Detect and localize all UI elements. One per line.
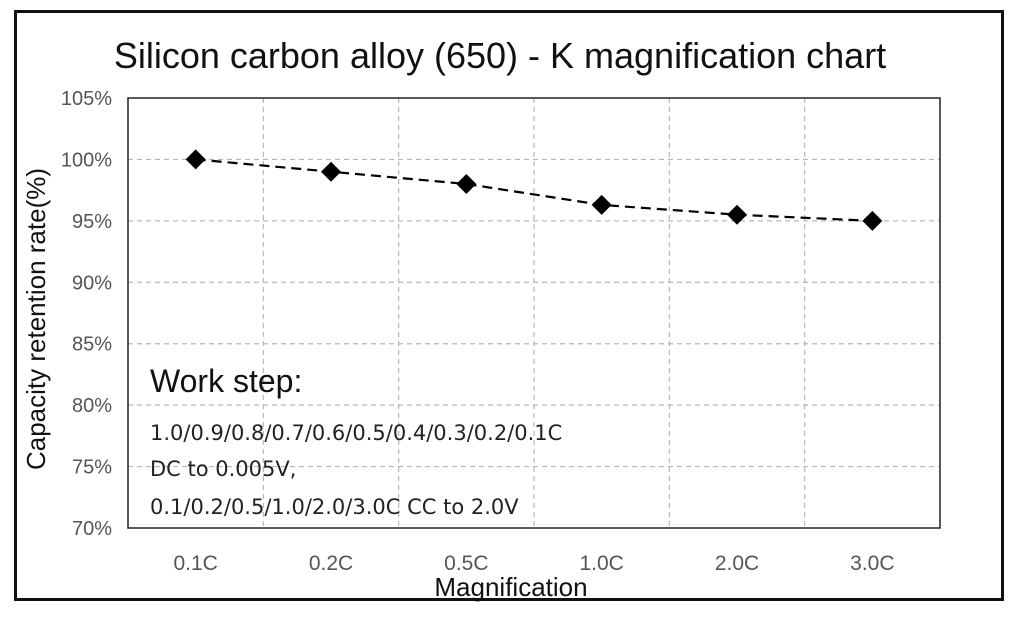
- y-axis-label: Capacity retention rate(%): [21, 168, 51, 470]
- y-tick-label: 70%: [72, 518, 112, 540]
- x-tick-label: 1.0C: [579, 552, 623, 575]
- y-tick-label: 80%: [72, 395, 112, 417]
- x-tick-label: 3.0C: [850, 552, 894, 575]
- y-tick-label: 105%: [61, 88, 112, 110]
- x-tick-label: 2.0C: [715, 552, 759, 575]
- data-point-diamond: [456, 174, 477, 194]
- data-point-diamond: [727, 204, 747, 225]
- x-tick-label: 0.2C: [309, 552, 353, 575]
- data-point-diamond: [185, 149, 206, 170]
- annotation-line-1: 1.0/0.9/0.8/0.7/0.6/0.5/0.4/0.3/0.2/0.1C: [150, 421, 562, 445]
- annotation-line-2: DC to 0.005V,: [150, 457, 296, 481]
- y-axis-ticks: 70% 75% 80% 85% 90% 95% 100% 105%: [61, 88, 112, 540]
- data-point-diamond: [591, 194, 612, 215]
- annotation-heading: Work step:: [150, 363, 302, 399]
- y-tick-label: 75%: [72, 457, 112, 479]
- annotation-line-3: 0.1/0.2/0.5/1.0/2.0/3.0C CC to 2.0V: [150, 495, 519, 519]
- x-tick-label: 0.5C: [444, 552, 488, 575]
- grid: [128, 98, 940, 528]
- chart-frame: [14, 10, 1004, 601]
- series-line: [195, 158, 873, 222]
- series: [185, 149, 883, 231]
- y-tick-label: 100%: [61, 149, 112, 171]
- x-axis-label: Magnification: [434, 572, 587, 602]
- y-tick-label: 90%: [72, 272, 112, 294]
- data-point-diamond: [862, 210, 883, 231]
- x-axis-ticks: 0.1C 0.2C 0.5C 1.0C 2.0C 3.0C: [173, 552, 894, 575]
- y-tick-label: 95%: [72, 211, 112, 233]
- data-point-diamond: [321, 161, 341, 182]
- y-tick-label: 85%: [72, 334, 112, 356]
- x-tick-label: 0.1C: [173, 552, 217, 575]
- plot-area: [127, 97, 941, 529]
- chart-title: Silicon carbon alloy (650) - K magnifica…: [114, 35, 886, 76]
